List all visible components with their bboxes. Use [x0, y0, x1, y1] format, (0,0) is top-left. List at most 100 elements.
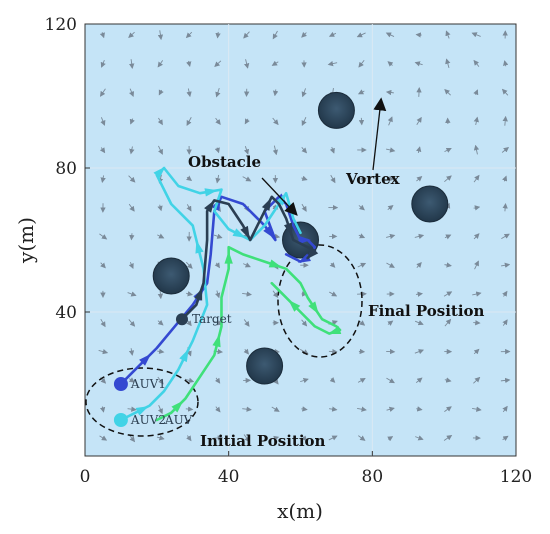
flow-arrow	[157, 319, 164, 326]
flow-arrow	[214, 262, 220, 269]
flow-arrow	[414, 233, 425, 240]
flow-arrow	[243, 319, 250, 327]
flow-arrow	[474, 260, 479, 270]
flow-arrow	[100, 262, 106, 269]
series-arrowhead-4	[194, 287, 203, 301]
flow-arrow	[473, 144, 480, 155]
flow-arrow	[215, 290, 221, 299]
flow-arrow	[215, 406, 221, 413]
series-arrowhead-1	[139, 353, 152, 366]
flow-arrow	[414, 320, 424, 326]
flow-arrow	[416, 406, 423, 412]
flow-arrow	[215, 174, 221, 184]
flow-arrow	[157, 376, 164, 385]
flow-arrow	[357, 377, 366, 384]
flow-arrow	[128, 203, 135, 212]
series-arrowhead-4	[240, 225, 250, 240]
flow-arrow	[357, 406, 367, 412]
flow-arrow	[473, 205, 481, 211]
flow-arrow	[444, 318, 452, 327]
flow-arrow	[502, 202, 508, 212]
flow-arrow	[358, 435, 366, 441]
flow-arrow	[243, 31, 250, 39]
flow-arrow	[300, 377, 309, 384]
flow-arrow	[129, 88, 135, 97]
flow-arrow	[98, 348, 109, 355]
series-arrowhead-3	[308, 301, 319, 315]
flow-arrow	[387, 205, 394, 211]
flow-arrow	[416, 262, 422, 269]
flow-arrow	[328, 31, 337, 37]
x-tick-label: 120	[500, 467, 532, 487]
flow-arrow	[501, 88, 509, 96]
flow-arrow	[301, 175, 308, 181]
flow-arrow	[128, 348, 135, 356]
y-tick-label: 40	[55, 303, 77, 323]
obstacle	[246, 347, 284, 385]
flow-arrow	[243, 146, 250, 155]
flow-arrow	[387, 116, 393, 126]
flow-arrow	[215, 87, 221, 98]
flow-arrow	[272, 89, 279, 97]
vortex-annotation: Vortex	[345, 170, 401, 188]
flow-arrow	[244, 118, 250, 125]
flow-arrow	[272, 145, 278, 156]
flow-arrow	[357, 176, 367, 182]
flow-arrow	[242, 262, 251, 268]
final-position-region	[277, 244, 363, 358]
flow-arrow	[356, 32, 366, 38]
flow-arrow	[127, 406, 137, 412]
flow-arrow	[416, 175, 423, 182]
flow-arrow	[100, 117, 106, 126]
flow-arrow	[99, 233, 108, 240]
flow-arrow	[443, 434, 453, 441]
flow-arrow	[99, 32, 105, 39]
series-arrowhead-3	[327, 326, 342, 335]
y-axis-label: y(m)	[14, 217, 38, 264]
series-arrowhead-4	[306, 247, 319, 260]
flow-arrow	[414, 61, 423, 67]
flow-arrow	[444, 406, 452, 413]
flow-arrow	[301, 88, 307, 98]
flow-arrow	[243, 434, 250, 443]
flow-arrow	[272, 290, 279, 298]
x-tick-label: 0	[80, 467, 91, 487]
flow-arrow	[473, 174, 480, 183]
flow-arrow	[157, 289, 164, 300]
x-tick-label: 80	[362, 467, 384, 487]
flow-arrow	[502, 175, 508, 182]
series-lines	[119, 166, 342, 422]
flow-arrow	[444, 377, 452, 383]
vortex-arrow	[372, 97, 387, 171]
flow-arrow	[99, 88, 106, 97]
flow-arrow	[502, 405, 508, 413]
obstacle	[317, 91, 355, 129]
flow-arrow	[128, 319, 136, 327]
final-position-annotation: Final Position	[368, 302, 485, 320]
flow-arrow	[99, 435, 108, 441]
flow-arrow	[213, 233, 223, 239]
flow-arrow	[414, 349, 425, 355]
flow-arrow	[443, 291, 453, 297]
marker-label-target: Target	[192, 312, 232, 326]
flow-arrow	[128, 175, 136, 183]
flow-arrow	[329, 406, 338, 412]
flow-arrow	[386, 147, 396, 153]
flow-arrow	[358, 204, 365, 211]
flow-arrow	[387, 175, 395, 182]
obstacle	[411, 185, 449, 223]
flow-arrow	[301, 435, 308, 442]
flow-arrow	[99, 147, 106, 154]
flow-arrow	[357, 89, 365, 95]
flow-arrow	[186, 435, 192, 442]
flow-arrow	[99, 406, 106, 413]
initial-position-region	[85, 367, 199, 437]
axis-ticks: 0 40 80 120 40 80 120	[45, 15, 533, 487]
marker-label-auv2: AUV2	[130, 413, 166, 427]
marker-label-auv1: AUV1	[130, 377, 166, 391]
flow-arrow	[157, 233, 165, 239]
flow-arrow	[185, 31, 193, 39]
series-arrowhead-4	[204, 199, 215, 213]
flow-arrow	[128, 31, 135, 39]
flow-arrow	[301, 203, 307, 212]
